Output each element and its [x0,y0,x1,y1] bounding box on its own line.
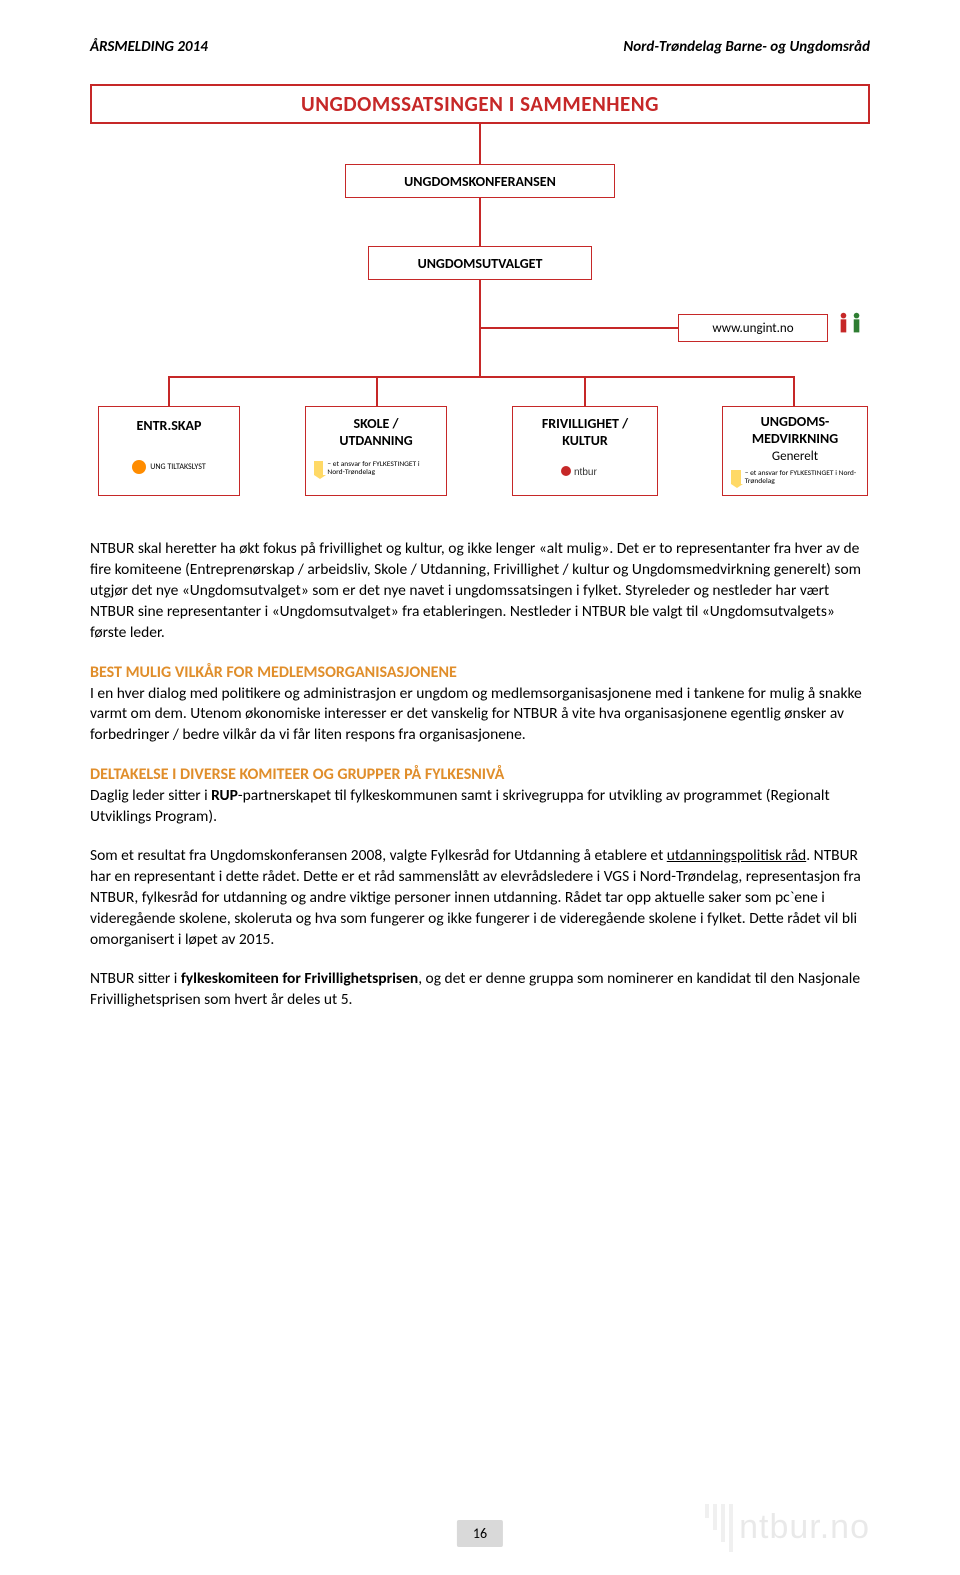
shield-icon [731,470,741,484]
shield-icon [314,461,323,475]
page-number: 16 [457,1520,503,1547]
svg-text:ntbur: ntbur [574,467,597,478]
watermark-bars-icon [705,1504,733,1552]
connector [479,124,481,164]
heading-orange: DELTAKELSE I DIVERSE KOMITEER OG GRUPPER… [90,765,504,784]
watermark: ntbur.no [590,1500,870,1555]
node-level1-label: UNGDOMSKONFERANSEN [404,173,556,190]
header-right: Nord-Trøndelag Barne- og Ungdomsråd [623,38,870,56]
node-web-label: www.ungint.no [712,321,793,336]
connector [168,376,794,378]
connector [479,342,481,376]
leaf-extra: Generelt [772,449,818,464]
node-level2-label: UNGDOMSUTVALGET [418,255,543,272]
header-left: ÅRSMELDING 2014 [90,38,208,56]
connector [479,280,481,342]
leaf-label2: UTDANNING [339,432,412,449]
paragraph-4: Som et resultat fra Ungdomskonferansen 2… [90,846,870,951]
p3-bold: RUP [211,786,238,805]
leaf-frivillighet: FRIVILLIGHET / KULTUR ntbur [512,406,658,496]
p4-underline: utdanningspolitisk råd [667,846,806,865]
watermark-text: ntbur.no [739,1508,870,1547]
leaf-label2: MEDVIRKNING [752,430,838,447]
chart-title-bar: UNGDOMSSATSINGEN I SAMMENHENG [90,84,870,124]
section-2: BEST MULIG VILKÅR FOR MEDLEMSORGANISASJO… [90,662,870,747]
paragraph-1: NTBUR skal heretter ha økt fokus på friv… [90,539,870,644]
page-header: ÅRSMELDING 2014 Nord-Trøndelag Barne- og… [90,38,870,56]
paragraph-2: I en hver dialog med politikere og admin… [90,684,862,745]
p3-part-a: Daglig leder sitter i [90,786,211,805]
leaf-label: SKOLE / [353,415,398,432]
leaf-subtext: – et ansvar for FYLKESTINGET i Nord-Trøn… [745,470,859,487]
ungint-logo-icon [836,310,864,338]
connector [479,198,481,246]
leaf-sublabel: UNG TILTAKSLYST [150,462,206,472]
leaf-label: UNGDOMS- [761,413,830,430]
leaf-subtext: – et ansvar for FYLKESTINGET i Nord-Trøn… [327,461,438,478]
connector [168,376,170,406]
p4-part-a: Som et resultat fra Ungdomskonferansen 2… [90,846,667,865]
p5-part-a: NTBUR sitter i [90,969,181,988]
leaf-label2: KULTUR [562,432,607,449]
connector [584,376,586,406]
node-level2: UNGDOMSUTVALGET [368,246,592,280]
connector [376,376,378,406]
p5-bold: fylkeskomiteen for Frivillighetsprisen [181,969,418,988]
chart-title: UNGDOMSSATSINGEN I SAMMENHENG [301,91,659,117]
leaf-entrskap: ENTR.SKAP UNG TILTAKSLYST [98,406,240,496]
leaf-skole: SKOLE / UTDANNING – et ansvar for FYLKES… [305,406,447,496]
node-level1: UNGDOMSKONFERANSEN [345,164,615,198]
connector [793,376,795,406]
heading-orange: BEST MULIG VILKÅR FOR MEDLEMSORGANISASJO… [90,663,457,682]
org-chart: UNGDOMSSATSINGEN I SAMMENHENG UNGDOMSKON… [90,84,870,509]
leaf-label: FRIVILLIGHET / [542,415,628,432]
ntbur-icon: ntbur [560,463,610,479]
tiltakslyst-icon [132,460,146,474]
node-web: www.ungint.no [678,314,828,342]
leaf-medvirkning: UNGDOMS- MEDVIRKNING Generelt – et ansva… [722,406,868,496]
paragraph-5: NTBUR sitter i fylkeskomiteen for Frivil… [90,969,870,1011]
leaf-label: ENTR.SKAP [137,417,202,434]
connector [479,327,678,329]
section-3: DELTAKELSE I DIVERSE KOMITEER OG GRUPPER… [90,764,870,828]
